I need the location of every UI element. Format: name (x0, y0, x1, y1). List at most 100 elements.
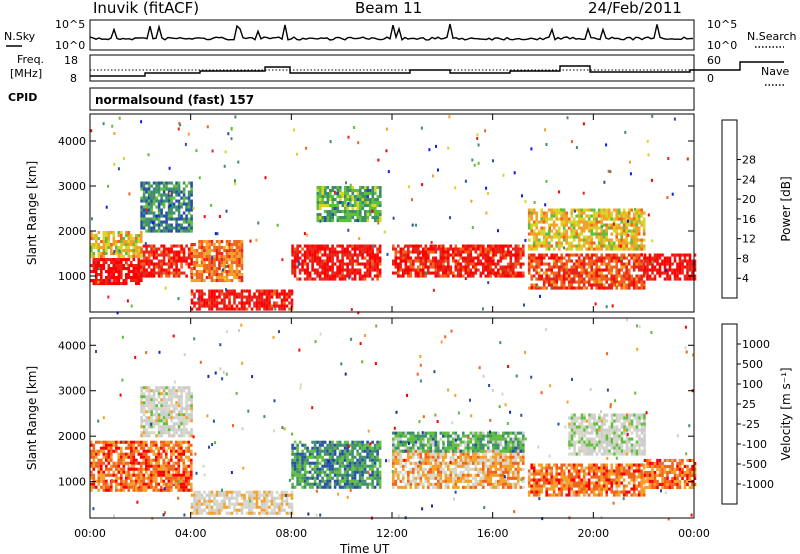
echo-cell (318, 449, 322, 453)
echo-cell (454, 262, 458, 266)
echo-cell (180, 446, 183, 450)
echo-cell (115, 440, 118, 444)
echo-cell (147, 431, 151, 435)
echo-cell (412, 262, 415, 266)
echo-cell (552, 277, 556, 281)
echo-cell (180, 485, 183, 489)
echo-cell (182, 425, 186, 429)
echo-cell (135, 243, 138, 247)
echo-cell (165, 470, 168, 474)
echo-cell (562, 265, 566, 269)
echo-cell (627, 241, 631, 245)
echo-cell (225, 265, 227, 269)
echo-cell (590, 238, 593, 242)
echo-cell (97, 246, 101, 250)
echo-cell (326, 259, 329, 263)
echo-cell (127, 461, 131, 465)
echo-cell (167, 464, 171, 468)
echo-cell (117, 464, 121, 468)
echo-cell (152, 398, 156, 402)
echo-cell (366, 247, 369, 251)
echo-cell (112, 473, 116, 477)
echo-cell (102, 249, 106, 253)
echo-cell (605, 229, 608, 233)
echo-cell (602, 259, 606, 263)
echo-cell (600, 225, 603, 229)
echo-cell (594, 302, 597, 306)
echo-cell (607, 265, 611, 269)
echo-cell (333, 473, 337, 477)
echo-cell (228, 295, 231, 299)
echo-cell (137, 452, 141, 456)
echo-cell (442, 259, 445, 263)
echo-cell (321, 443, 324, 447)
echo-cell (545, 220, 548, 224)
echo-cell (545, 211, 548, 215)
echo-cell (180, 449, 183, 453)
echo-cell (157, 431, 161, 435)
echo-cell (627, 253, 631, 257)
echo-cell (560, 235, 563, 239)
echo-cell (640, 220, 643, 224)
echo-cell (369, 198, 372, 202)
echo-cell (115, 467, 118, 471)
echo-cell (602, 268, 606, 272)
echo-cell (255, 295, 259, 299)
echo-cell (145, 428, 148, 432)
echo-cell (198, 496, 201, 500)
echo-cell (343, 443, 347, 447)
echo-cell (592, 211, 596, 215)
echo-cell (427, 271, 430, 275)
echo-cell (265, 508, 269, 512)
echo-cell (595, 271, 598, 275)
echo-cell (409, 244, 413, 248)
echo-cell (522, 250, 525, 254)
echo-cell (485, 211, 488, 215)
echo-cell (160, 479, 163, 483)
echo-cell (240, 505, 244, 509)
echo-cell (238, 270, 241, 274)
echo-cell (634, 207, 636, 211)
echo-cell (404, 265, 408, 269)
echo-cell (392, 244, 395, 248)
echo-cell (653, 259, 657, 263)
echo-cell (147, 259, 151, 263)
nave-right-tick-top: 60 (707, 54, 721, 67)
echo-cell (535, 262, 538, 266)
echo-cell (180, 271, 183, 275)
echo-cell (366, 274, 369, 278)
echo-cell (444, 271, 448, 275)
echo-cell (97, 231, 101, 235)
echo-cell (92, 255, 96, 259)
echo-cell (627, 286, 631, 290)
echo-cell (610, 277, 613, 281)
echo-cell (198, 273, 201, 277)
echo-cell (127, 246, 131, 250)
echo-cell (200, 273, 204, 277)
echo-cell (167, 214, 171, 218)
echo-cell (321, 268, 324, 272)
echo-cell (152, 190, 156, 194)
echo-cell (600, 247, 603, 251)
echo-cell (100, 270, 103, 274)
echo-cell (489, 256, 493, 260)
echo-cell (147, 434, 151, 438)
echo-cell (577, 232, 581, 236)
echo-cell (432, 271, 435, 275)
echo-cell (590, 262, 593, 266)
echo-cell (349, 204, 352, 208)
echo-cell (437, 268, 440, 272)
echo-cell (205, 304, 209, 308)
echo-cell (671, 262, 674, 266)
echo-cell (165, 443, 168, 447)
echo-cell (452, 247, 455, 251)
echo-cell (590, 229, 593, 233)
echo-cell (514, 250, 518, 254)
echo-cell (570, 280, 573, 284)
echo-cell (185, 485, 188, 489)
echo-cell (555, 232, 558, 236)
echo-cell (666, 268, 669, 272)
echo-cell (560, 277, 563, 281)
echo-cell (346, 204, 350, 208)
echo-cell (190, 243, 194, 247)
